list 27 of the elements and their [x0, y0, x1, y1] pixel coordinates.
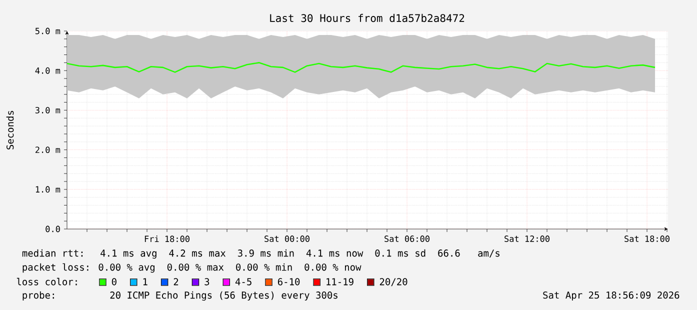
- y-tick-label: 2.0 m: [36, 146, 60, 154]
- chart-title: Last 30 Hours from d1a57b2a8472: [270, 14, 464, 22]
- text: Sat Apr 25 18:56:09 2026: [543, 291, 680, 301]
- legend-label: 1: [143, 278, 148, 286]
- x-tick-label: Sat 06:00: [384, 236, 430, 242]
- legend-label: 0: [112, 278, 116, 286]
- y-tick-label: 1.0 m: [36, 186, 60, 193]
- legend-label: 4-5: [235, 278, 252, 286]
- y-tick-label: 0.0: [46, 226, 60, 232]
- x-tick-label: Sat 00:00: [264, 236, 310, 242]
- x-tick-label: Sat 12:00: [504, 236, 550, 242]
- legend-label: 2: [174, 278, 178, 286]
- x-tick-label: Fri 18:00: [144, 236, 190, 242]
- y-tick-label: 3.0 m: [35, 106, 60, 114]
- text: packet loss: 0.00 % avg 0.00 % max 0.00 % min 0.00 % now: [22, 263, 362, 273]
- text: probe: 20 ICMP Echo Pings (56 Bytes) every 300s: [22, 291, 338, 301]
- legend-title: loss color:: [16, 278, 77, 286]
- legend-label: 3: [204, 278, 210, 286]
- line-series: [67, 62, 656, 73]
- x-tick-label: Sat 18:00: [624, 236, 670, 242]
- text: median rtt: 4.1 ms avg 4.2 ms max 3.9 ms min 4.1 ms now 0.1 ms sd 66.6 am/s: [22, 249, 500, 259]
- y-axis-title: Seconds: [6, 110, 14, 150]
- legend-label: 20/20: [380, 278, 408, 286]
- legend-label: 11-19: [326, 278, 354, 286]
- y-tick-label: 4.0 m: [35, 67, 60, 74]
- legend-label: 6-10: [278, 278, 300, 286]
- y-tick-label: 5.0 m: [35, 28, 60, 34]
